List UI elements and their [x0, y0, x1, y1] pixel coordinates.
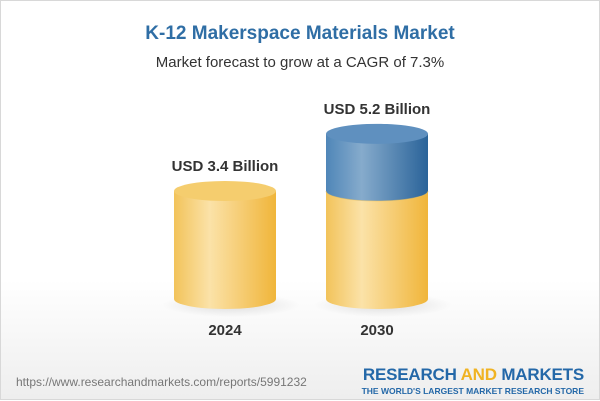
bar-top	[174, 181, 276, 201]
data-label: USD 3.4 Billion	[172, 158, 279, 175]
bar-top	[326, 123, 428, 144]
bar-growth-segment-body	[326, 133, 428, 201]
bar-2024-body	[174, 191, 276, 309]
segment-edge	[325, 190, 429, 202]
category-label: 2024	[208, 322, 242, 339]
chart-title: K-12 Makerspace Materials Market	[145, 23, 455, 44]
chart-subtitle: Market forecast to grow at a CAGR of 7.3…	[155, 54, 445, 71]
bar-base-segment-body	[326, 191, 428, 309]
logo-text: AND	[460, 365, 497, 384]
data-label: USD 5.2 Billion	[324, 101, 431, 118]
category-label: 2030	[360, 322, 393, 339]
logo-text: MARKETS	[496, 365, 584, 384]
logo-text: RESEARCH	[362, 365, 461, 384]
brand-logo: RESEARCH AND MARKETS THE WORLD'S LARGEST…	[361, 365, 585, 396]
logo-tagline: THE WORLD'S LARGEST MARKET RESEARCH STOR…	[361, 386, 584, 396]
source-url[interactable]: https://www.researchandmarkets.com/repor…	[16, 375, 307, 389]
